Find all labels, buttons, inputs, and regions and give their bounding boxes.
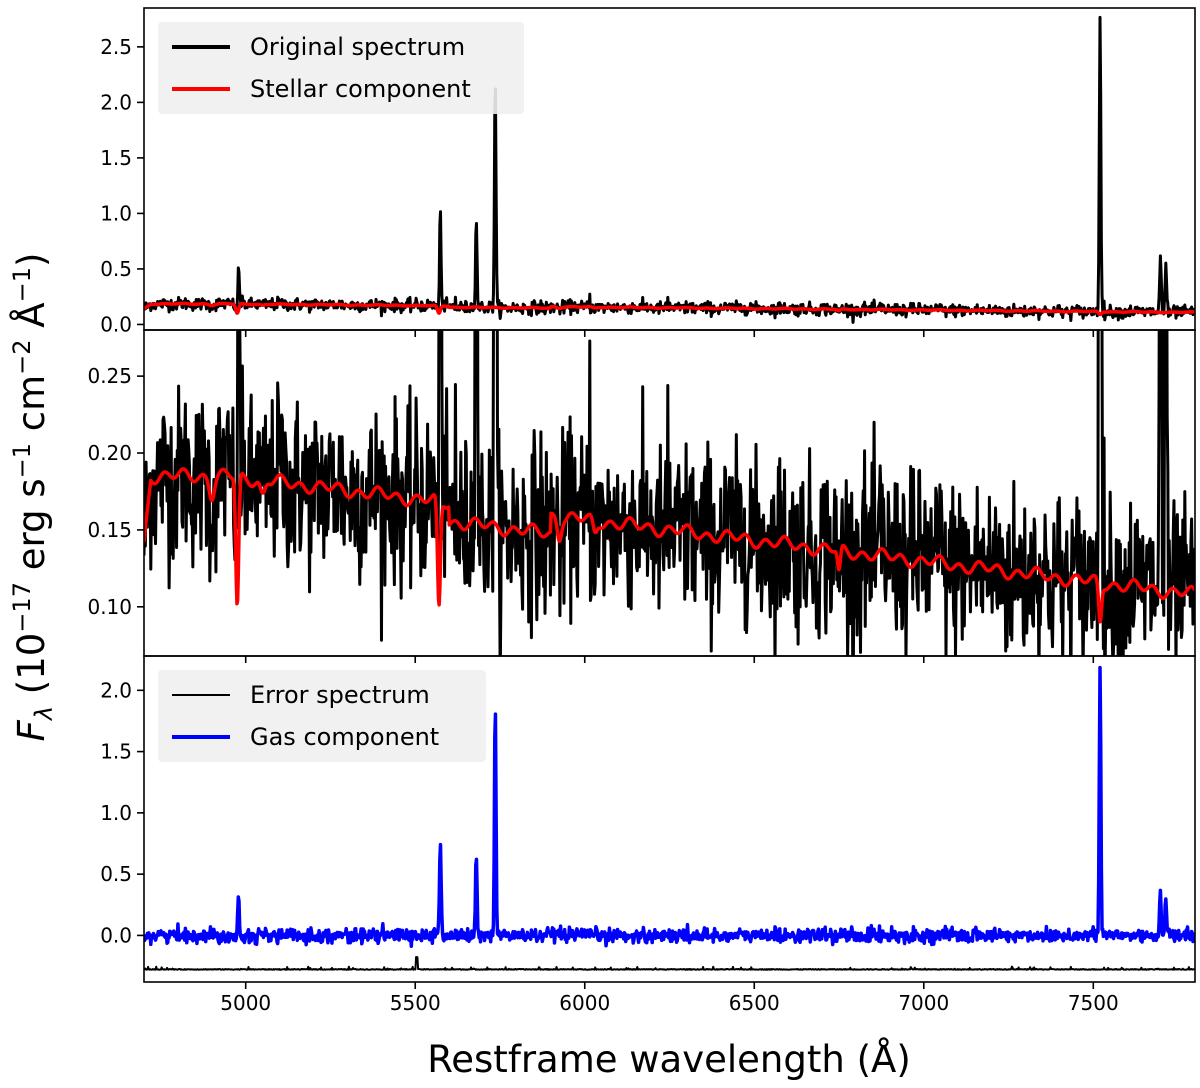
x-tick-label: 7500	[1068, 991, 1119, 1015]
x-axis-label: Restframe wavelength (Å)	[427, 1037, 911, 1081]
original-spectrum-line	[144, 330, 1195, 656]
y-tick-label: 0.10	[87, 595, 132, 619]
y-tick-label: 1.5	[100, 146, 132, 170]
y-tick-label: 0.5	[100, 257, 132, 281]
panel-middle-y-axis: 0.10 0.15 0.20 0.25	[87, 364, 144, 619]
y-tick-label: 0.0	[100, 923, 132, 947]
y-axis-label: Fλ (10−17 erg s−1 cm−2 Å−1)	[8, 253, 58, 742]
legend-box	[158, 670, 486, 762]
panel-bottom-frame	[143, 655, 1196, 983]
x-tick-label: 6500	[729, 991, 780, 1015]
panel-bottom-y-axis: 0.0 0.5 1.0 1.5 2.0	[100, 678, 144, 947]
panel-top-series	[144, 15, 1195, 324]
y-tick-label: 2.0	[100, 678, 132, 702]
x-axis: 5000 5500 6000 6500 7000 7500	[220, 330, 1119, 1015]
x-tick-label: 7000	[898, 991, 949, 1015]
y-tick-label: 1.0	[100, 801, 132, 825]
y-tick-label: 1.5	[100, 740, 132, 764]
panel-bottom: 0.0 0.5 1.0 1.5 2.0 Error spectrum Gas compon…	[100, 655, 1196, 983]
panel-top: 0.0 0.5 1.0 1.5 2.0 2.5 Original spectrum Stel…	[100, 7, 1196, 336]
y-tick-label: 0.15	[87, 518, 132, 542]
legend-label: Stellar component	[250, 75, 471, 103]
panel-bottom-series	[144, 665, 1195, 971]
y-tick-label: 2.5	[100, 35, 132, 59]
x-tick-label: 5500	[390, 991, 441, 1015]
x-tick-label: 6000	[559, 991, 610, 1015]
y-tick-label: 2.0	[100, 90, 132, 114]
panel-middle-series	[144, 330, 1195, 656]
y-tick-label: 0.25	[87, 364, 132, 388]
stellar-component-line	[144, 467, 1195, 624]
y-tick-label: 0.20	[87, 441, 132, 465]
stellar-component-line	[144, 301, 1195, 317]
x-tick-label: 5000	[220, 991, 271, 1015]
panel-top-y-axis: 0.0 0.5 1.0 1.5 2.0 2.5	[100, 35, 144, 336]
legend-box	[158, 22, 524, 114]
legend-top: Original spectrum Stellar component	[158, 22, 524, 114]
legend-label: Error spectrum	[250, 681, 430, 709]
error-spectrum-line	[144, 956, 1195, 971]
panel-middle: 0.10 0.15 0.20 0.25	[87, 329, 1196, 657]
gas-component-line	[144, 665, 1195, 948]
y-tick-label: 0.5	[100, 862, 132, 886]
y-tick-label: 0.0	[100, 312, 132, 336]
legend-label: Gas component	[250, 723, 439, 751]
y-tick-label: 1.0	[100, 201, 132, 225]
legend-bottom: Error spectrum Gas component	[158, 670, 486, 762]
legend-label: Original spectrum	[250, 33, 465, 61]
